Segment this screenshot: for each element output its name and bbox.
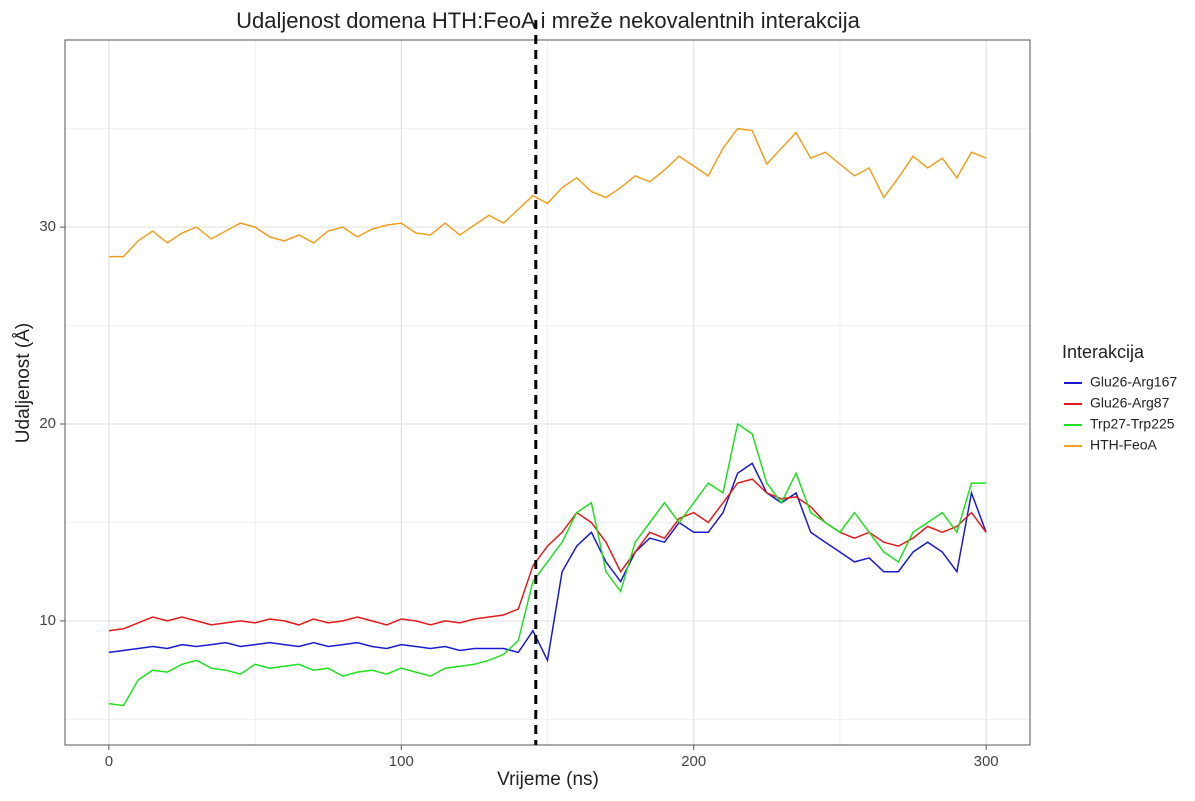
- legend-label: HTH-FeoA: [1090, 437, 1158, 453]
- legend-label: Glu26-Arg87: [1090, 395, 1170, 411]
- x-axis-label: Vrijeme (ns): [497, 769, 599, 790]
- y-tick-label: 10: [39, 612, 56, 629]
- data-line: [108, 462, 987, 663]
- x-tick-label: 200: [681, 753, 706, 770]
- x-tick-label: 0: [105, 753, 113, 770]
- legend-label: Trp27-Trp225: [1090, 416, 1175, 432]
- legend-title: Interakcija: [1062, 342, 1145, 362]
- data-line: [108, 127, 987, 258]
- legend-label: Glu26-Arg167: [1090, 374, 1177, 390]
- y-tick-label: 20: [39, 415, 56, 432]
- chart-title: Udaljenost domena HTH:FeoA i mreže nekov…: [236, 8, 860, 33]
- y-tick-label: 30: [39, 218, 56, 235]
- y-axis-label: Udaljenost (Å): [13, 323, 34, 443]
- x-tick-label: 100: [389, 753, 414, 770]
- data-line: [108, 422, 987, 707]
- x-tick-label: 300: [974, 753, 999, 770]
- plot-border: [64, 39, 1031, 746]
